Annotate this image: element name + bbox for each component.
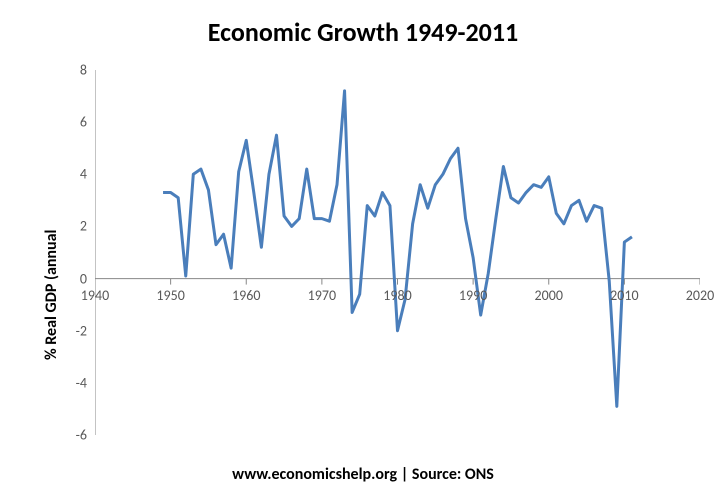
tick-marks: [95, 70, 700, 435]
x-tick-label: 2010: [610, 287, 638, 304]
x-tick-label: 1950: [156, 287, 184, 304]
plot-area: [95, 70, 700, 447]
y-tick-label: 0: [67, 270, 87, 287]
x-tick-label: 1970: [308, 287, 336, 304]
source-text: www.economicshelp.org | Source: ONS: [0, 465, 726, 484]
x-tick-label: 2000: [535, 287, 563, 304]
chart-container: { "chart": { "type": "line", "title": "E…: [0, 0, 726, 501]
y-tick-label: 8: [67, 62, 87, 79]
y-tick-label: 6: [67, 114, 87, 131]
y-tick-label: -4: [67, 374, 87, 391]
y-tick-label: 2: [67, 218, 87, 235]
x-tick-label: 1960: [232, 287, 260, 304]
y-tick-label: 4: [67, 166, 87, 183]
line-series: [163, 91, 632, 406]
x-tick-label: 1990: [459, 287, 487, 304]
x-tick-label: 2020: [686, 287, 714, 304]
x-tick-label: 1980: [383, 287, 411, 304]
axes: [95, 70, 700, 435]
y-axis-label: % Real GDP (annual: [42, 230, 61, 360]
x-tick-label: 1940: [81, 287, 109, 304]
y-tick-label: -2: [67, 322, 87, 339]
y-tick-label: -6: [67, 427, 87, 444]
chart-title: Economic Growth 1949-2011: [0, 16, 726, 48]
